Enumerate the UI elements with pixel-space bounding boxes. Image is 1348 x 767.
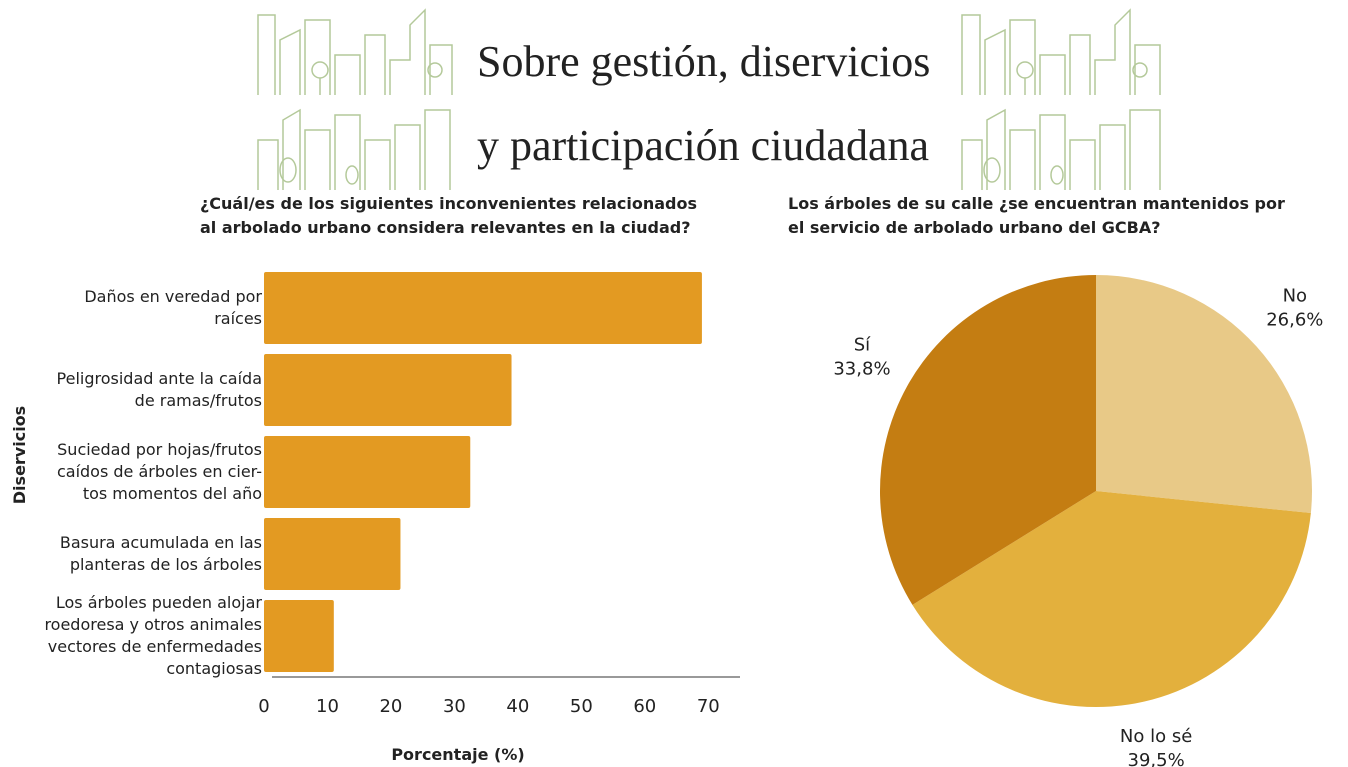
pie-slice — [1096, 275, 1312, 514]
y-tick-label: Peligrosidad ante la caída de ramas/fruto… — [57, 369, 262, 410]
pie-slice — [912, 491, 1311, 708]
y-tick-label: Los árboles pueden alojar roedoresa y otr… — [44, 593, 262, 678]
x-tick-label: 70 — [697, 696, 720, 717]
bar — [264, 518, 401, 590]
x-tick-label: 30 — [443, 696, 466, 717]
x-tick-label: 50 — [570, 696, 593, 717]
y-tick-label: Daños en veredad por raíces — [84, 287, 262, 328]
x-axis-label: Porcentaje (%) — [391, 745, 524, 764]
bar — [264, 272, 702, 344]
slice-label: No lo sé — [1120, 726, 1192, 747]
x-tick-label: 0 — [258, 696, 269, 717]
x-tick-label: 10 — [316, 696, 339, 717]
x-tick-label: 60 — [633, 696, 656, 717]
y-axis-label: Diservicios — [10, 406, 29, 504]
slice-value-label: 39,5% — [1128, 750, 1185, 767]
bar — [264, 354, 512, 426]
y-tick-label: Suciedad por hojas/frutos caídos de árbol… — [57, 440, 262, 503]
city-decoration-left — [257, 8, 453, 190]
slice-label: Sí — [854, 335, 871, 356]
bar — [264, 436, 471, 508]
page-title-line: Sobre gestión, diservicios — [477, 37, 930, 86]
slice-value-label: 26,6% — [1266, 310, 1323, 331]
y-tick-label: Basura acumulada en las planteras de los … — [60, 533, 262, 574]
x-tick-label: 20 — [379, 696, 402, 717]
slice-label: No — [1283, 286, 1307, 307]
slice-value-label: 33,8% — [833, 359, 890, 380]
page-title-line: y participación ciudadana — [477, 121, 929, 170]
chart-title: ¿Cuál/es de los siguientes inconveniente… — [200, 194, 697, 237]
city-decoration-right — [961, 8, 1161, 190]
bar — [264, 600, 334, 672]
x-tick-label: 40 — [506, 696, 529, 717]
chart-title: Los árboles de su calle ¿se encuentran m… — [788, 194, 1285, 237]
pie-slice — [879, 275, 1096, 605]
